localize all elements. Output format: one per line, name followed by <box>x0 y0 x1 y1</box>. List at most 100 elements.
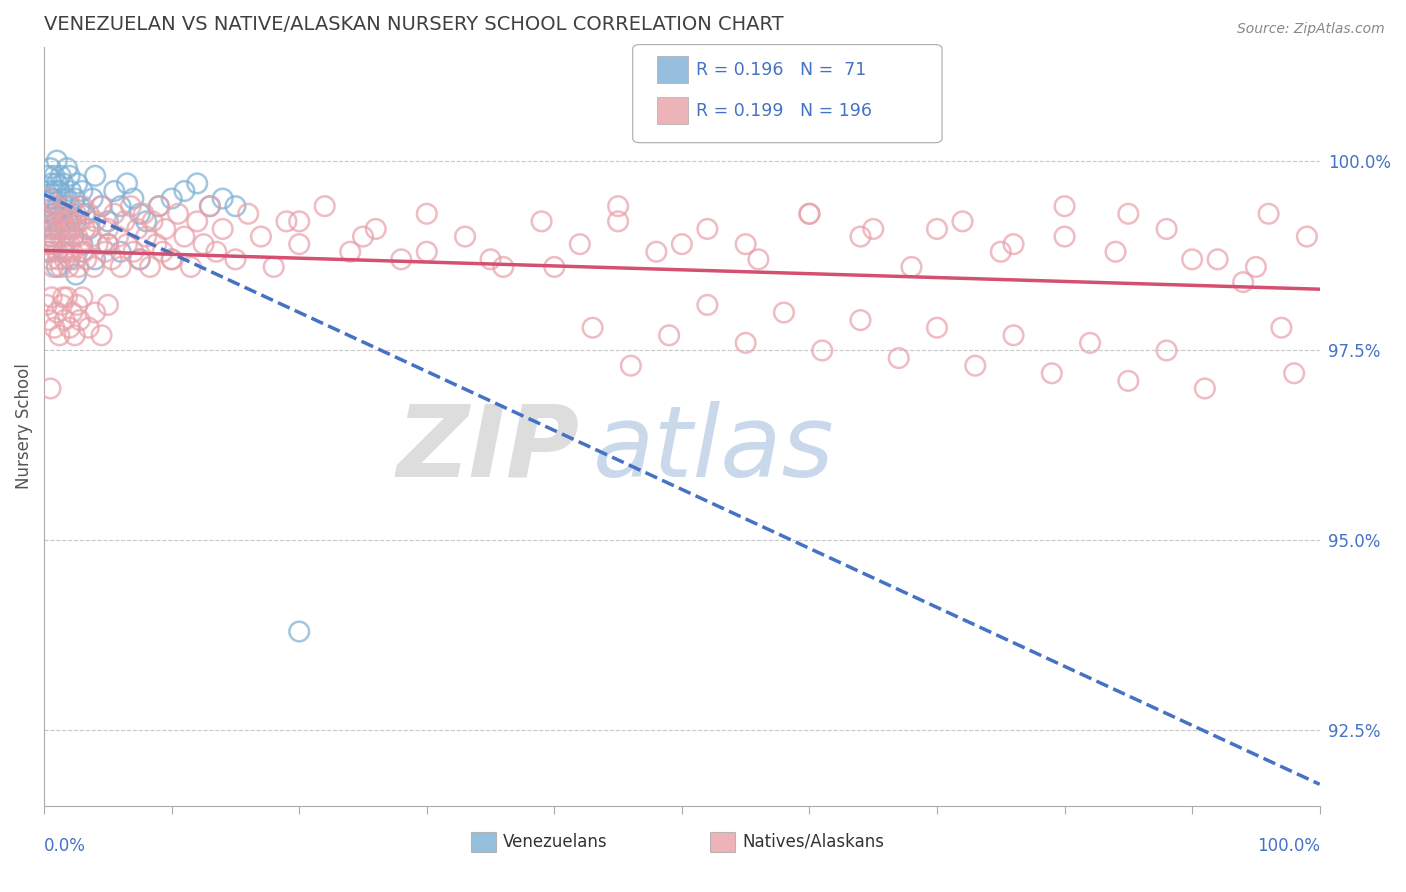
Point <box>198 199 221 213</box>
Point <box>53 252 76 267</box>
Point <box>52 244 75 259</box>
Point <box>42 214 65 228</box>
Point <box>1078 335 1101 350</box>
Point <box>46 252 69 267</box>
Point <box>69 313 91 327</box>
Point <box>607 214 630 228</box>
Point <box>41 237 63 252</box>
Point <box>44 207 66 221</box>
Point <box>37 169 59 183</box>
Point <box>48 207 70 221</box>
Point <box>39 382 62 396</box>
Point <box>90 328 112 343</box>
Point <box>1040 366 1063 380</box>
Point <box>67 260 90 274</box>
Point <box>65 268 87 282</box>
Point <box>148 199 170 213</box>
Point <box>990 244 1012 259</box>
Text: ZIP: ZIP <box>396 401 579 498</box>
Point <box>41 229 63 244</box>
Point <box>56 229 79 244</box>
Point <box>288 214 311 228</box>
Point <box>39 192 62 206</box>
Point <box>39 207 62 221</box>
Point <box>84 214 107 228</box>
Text: R = 0.196   N =  71: R = 0.196 N = 71 <box>696 61 866 78</box>
Point <box>211 222 233 236</box>
Text: Natives/Alaskans: Natives/Alaskans <box>742 833 884 851</box>
Point <box>145 237 167 252</box>
Point <box>849 313 872 327</box>
Point <box>773 305 796 319</box>
Point <box>97 214 120 228</box>
Point <box>73 222 96 236</box>
Point <box>44 169 66 183</box>
Point <box>1270 320 1292 334</box>
Point <box>148 199 170 213</box>
Point <box>205 244 228 259</box>
Point <box>60 207 83 221</box>
Point <box>103 184 125 198</box>
Point <box>59 252 82 267</box>
Point <box>62 229 84 244</box>
Point <box>48 222 70 236</box>
Point <box>416 207 439 221</box>
Point <box>288 624 311 639</box>
Point <box>59 237 82 252</box>
Point <box>69 214 91 228</box>
Point <box>120 199 142 213</box>
Text: atlas: atlas <box>592 401 834 498</box>
Point <box>193 237 215 252</box>
Point <box>135 214 157 228</box>
Point <box>63 192 86 206</box>
Point <box>122 244 145 259</box>
Point <box>416 244 439 259</box>
Point <box>224 252 246 267</box>
Point <box>107 229 129 244</box>
Point <box>1053 229 1076 244</box>
Point <box>59 169 82 183</box>
Point <box>1194 382 1216 396</box>
Point <box>72 290 94 304</box>
Point <box>607 199 630 213</box>
Point <box>38 222 60 236</box>
Point <box>84 252 107 267</box>
Point <box>100 252 122 267</box>
Point <box>224 199 246 213</box>
Point <box>1104 244 1126 259</box>
Point <box>42 192 65 206</box>
Point <box>1232 275 1254 289</box>
Point <box>51 214 73 228</box>
Point <box>110 199 132 213</box>
Point <box>55 207 77 221</box>
Point <box>56 290 79 304</box>
Point <box>37 199 59 213</box>
Point <box>65 207 87 221</box>
Point <box>696 298 718 312</box>
Point <box>167 207 190 221</box>
Point <box>45 305 67 319</box>
Point <box>63 252 86 267</box>
Point <box>1206 252 1229 267</box>
Point <box>66 177 89 191</box>
Point <box>1257 207 1279 221</box>
Point <box>72 184 94 198</box>
Point <box>35 214 58 228</box>
Point <box>160 192 183 206</box>
Point <box>263 260 285 274</box>
Point <box>82 192 104 206</box>
Point <box>1053 199 1076 213</box>
Point <box>1118 374 1140 388</box>
Text: VENEZUELAN VS NATIVE/ALASKAN NURSERY SCHOOL CORRELATION CHART: VENEZUELAN VS NATIVE/ALASKAN NURSERY SCH… <box>44 15 783 34</box>
Point <box>38 244 60 259</box>
Point <box>734 335 756 350</box>
Point <box>211 192 233 206</box>
Point <box>1282 366 1305 380</box>
Point <box>65 214 87 228</box>
Point <box>97 298 120 312</box>
Point <box>80 229 103 244</box>
Point <box>77 320 100 334</box>
Point <box>58 214 80 228</box>
Text: 0.0%: 0.0% <box>44 838 86 855</box>
Point <box>56 161 79 176</box>
